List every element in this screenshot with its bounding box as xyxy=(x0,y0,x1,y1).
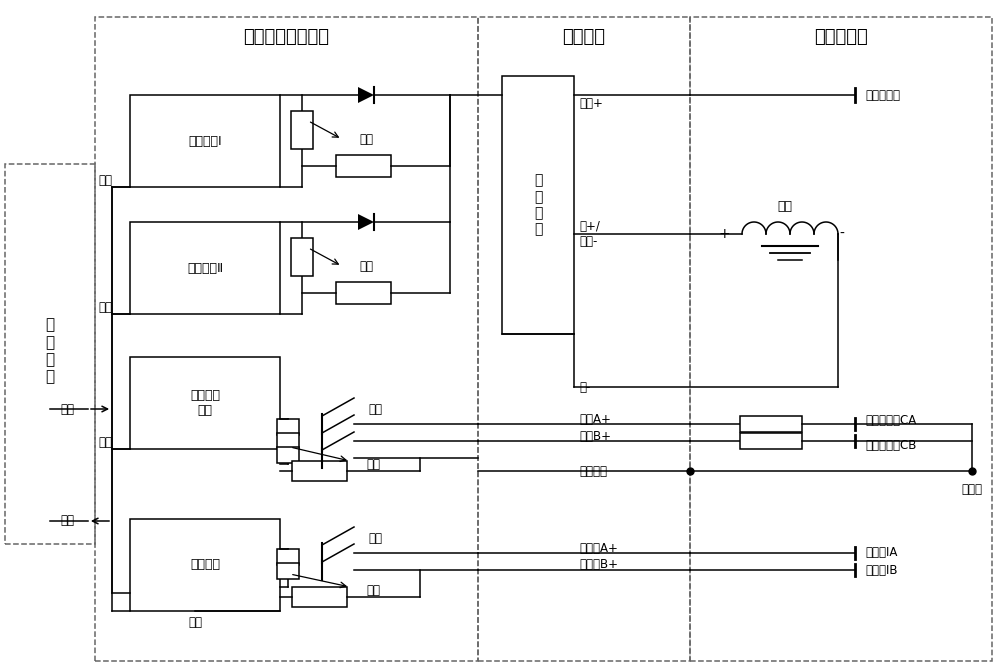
Text: 公共负端: 公共负端 xyxy=(579,464,607,478)
Text: 霍尔推力器: 霍尔推力器 xyxy=(814,28,868,46)
Text: 阴极A+: 阴极A+ xyxy=(579,413,611,425)
Text: 使能: 使能 xyxy=(188,617,202,630)
Text: 阴极加热器CB: 阴极加热器CB xyxy=(865,438,916,452)
Bar xyxy=(277,563,299,579)
Bar xyxy=(277,447,299,463)
Text: 使能: 使能 xyxy=(98,301,112,314)
Bar xyxy=(130,95,280,187)
Bar xyxy=(336,282,391,304)
Text: 磁-: 磁- xyxy=(579,381,590,393)
Text: +: + xyxy=(718,227,730,241)
Bar xyxy=(690,17,992,661)
Text: 推力器阳极: 推力器阳极 xyxy=(865,88,900,102)
Text: 公共端: 公共端 xyxy=(962,482,983,496)
Bar xyxy=(740,416,802,432)
Bar xyxy=(277,433,299,449)
Text: 滤
波
电
路: 滤 波 电 路 xyxy=(534,174,542,236)
Text: 采样: 采样 xyxy=(366,458,380,470)
Text: 使能: 使能 xyxy=(98,436,112,449)
Text: -: - xyxy=(840,227,844,241)
Text: 点火极IA: 点火极IA xyxy=(865,547,897,559)
Bar xyxy=(740,433,802,449)
Bar xyxy=(292,587,347,607)
Bar xyxy=(130,222,280,314)
Polygon shape xyxy=(358,214,374,230)
Text: 磁+/
阳极-: 磁+/ 阳极- xyxy=(579,220,600,248)
Text: 点火极A+: 点火极A+ xyxy=(579,541,618,555)
Text: 点火极IB: 点火极IB xyxy=(865,563,898,577)
Text: 开关: 开关 xyxy=(368,533,382,545)
Bar xyxy=(130,519,280,611)
Text: 阴极B+: 阴极B+ xyxy=(579,429,611,442)
Text: 阳极+: 阳极+ xyxy=(579,96,603,110)
Bar xyxy=(292,461,347,481)
Text: 采样: 采样 xyxy=(359,132,373,146)
Bar xyxy=(277,419,299,435)
Bar xyxy=(336,155,391,177)
Bar xyxy=(478,17,690,661)
Bar xyxy=(95,17,478,661)
Text: 控制: 控制 xyxy=(60,403,74,415)
Text: 磁铁: 磁铁 xyxy=(778,199,792,213)
Text: 霍尔电源处理单元: 霍尔电源处理单元 xyxy=(244,28,330,46)
Text: 点火极B+: 点火极B+ xyxy=(579,559,618,571)
Bar xyxy=(277,549,299,565)
Text: 控
制
单
元: 控 制 单 元 xyxy=(45,317,55,385)
Bar xyxy=(291,111,313,149)
Text: 采样: 采样 xyxy=(359,260,373,273)
Text: 开关: 开关 xyxy=(368,403,382,415)
Text: 采样: 采样 xyxy=(366,583,380,597)
Text: 阳极电源Ⅱ: 阳极电源Ⅱ xyxy=(187,262,223,274)
Bar xyxy=(291,238,313,276)
Text: 阳极电源Ⅰ: 阳极电源Ⅰ xyxy=(188,134,222,147)
Bar xyxy=(5,164,95,544)
Bar xyxy=(130,357,280,449)
Text: 采样: 采样 xyxy=(60,514,74,527)
Text: 使能: 使能 xyxy=(98,174,112,187)
Polygon shape xyxy=(358,87,374,103)
Text: 滤波模块: 滤波模块 xyxy=(562,28,606,46)
Text: 阴极加热
电源: 阴极加热 电源 xyxy=(190,389,220,417)
Text: 阴极加热器CA: 阴极加热器CA xyxy=(865,413,916,427)
Text: 点火电源: 点火电源 xyxy=(190,559,220,571)
Bar xyxy=(502,76,574,334)
